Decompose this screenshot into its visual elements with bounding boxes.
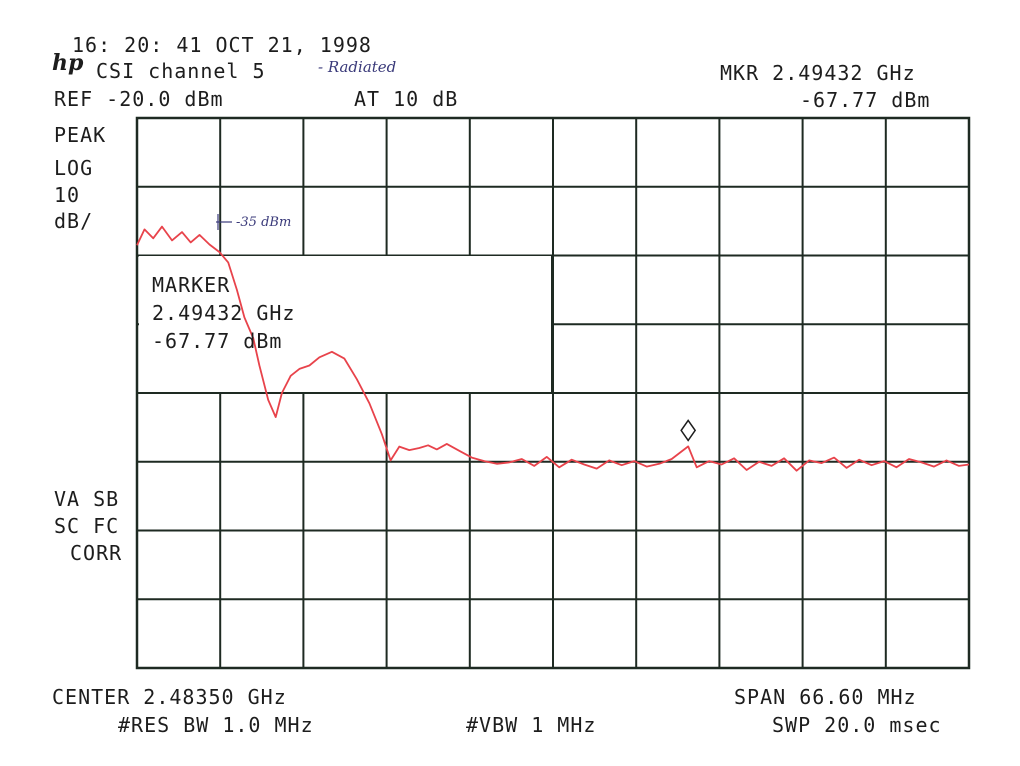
handwritten-title-note: - Radiated — [318, 58, 397, 76]
sweep-time: SWP 20.0 msec — [772, 713, 942, 737]
series-line-trace — [136, 225, 970, 472]
reference-level: REF -20.0 dBm — [54, 87, 224, 111]
timestamp: 16: 20: 41 OCT 21, 1998 — [72, 33, 372, 57]
marker-frequency-readout: MKR 2.49432 GHz — [720, 61, 916, 85]
hp-logo: hp — [52, 50, 84, 76]
trace-title: CSI channel 5 — [96, 59, 266, 83]
status-line-1: VA SB — [54, 487, 120, 511]
marker-box-background — [139, 256, 552, 393]
annotation-label: -35 dBm — [236, 215, 291, 230]
marker-box-amplitude: -67.77 dBm — [152, 329, 283, 353]
marker-diamond-icon — [680, 419, 697, 442]
frequency-span: SPAN 66.60 MHz — [734, 685, 917, 709]
scale-type: LOG — [54, 156, 94, 180]
video-bandwidth: #VBW 1 MHz — [466, 713, 597, 737]
detector-mode: PEAK — [54, 123, 107, 147]
attenuation: AT 10 dB — [354, 87, 459, 111]
resolution-bandwidth: #RES BW 1.0 MHz — [118, 713, 314, 737]
marker-amplitude-readout: -67.77 dBm — [800, 88, 931, 112]
marker-box-frequency: 2.49432 GHz — [152, 301, 296, 325]
scale-value: 10 — [54, 183, 81, 207]
status-line-3: CORR — [70, 541, 123, 565]
center-frequency: CENTER 2.48350 GHz — [52, 685, 287, 709]
scale-unit: dB/ — [54, 209, 94, 233]
marker-box-title: MARKER — [152, 273, 231, 297]
status-line-2: SC FC — [54, 514, 120, 538]
